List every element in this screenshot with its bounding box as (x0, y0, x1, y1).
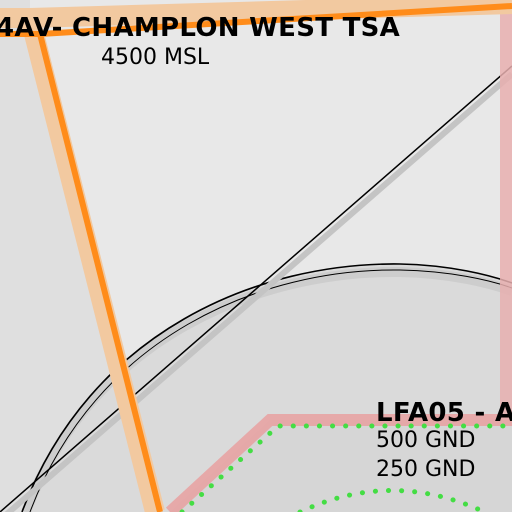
control-zone-boundary (21, 263, 512, 512)
control-zone-shadow (21, 266, 512, 512)
tsa-boundary (0, 3, 512, 512)
airway-line (0, 65, 512, 512)
lfa05-upper-limit-label: 500 GND (376, 428, 476, 453)
lfa05-halo (165, 414, 512, 512)
lfa05-lower-limit-label: 250 GND (376, 457, 476, 482)
lfa05-dotted-boundary (179, 423, 512, 512)
control-zone-boundary-inner (29, 269, 512, 512)
tsa-name-label: 4AV- CHAMPLON WEST TSA (0, 13, 401, 43)
lfa05-name-label: LFA05 - A (376, 398, 512, 428)
airway-line-shadow (4, 71, 512, 512)
tsa-upper-limit-label: 4500 MSL (101, 45, 210, 70)
lfa05-area (170, 420, 512, 512)
lfa05-inner-dotted-boundary (297, 488, 483, 512)
